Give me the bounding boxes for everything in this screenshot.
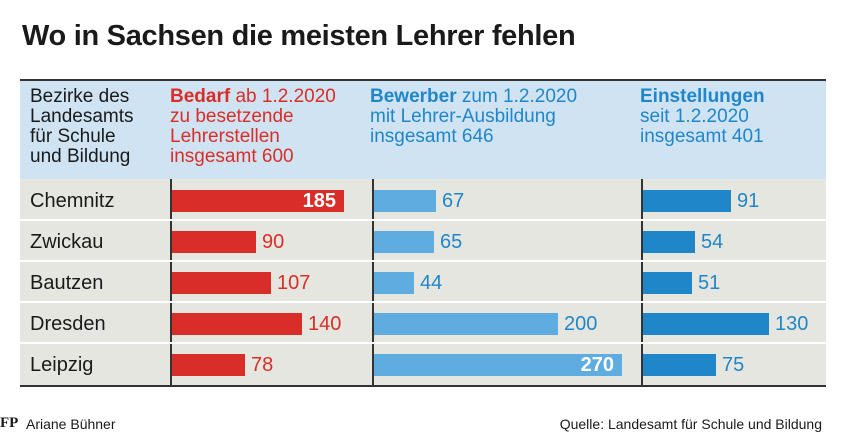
- header-bewerber: Bewerber zum 1.2.2020 mit Lehrer-Ausbild…: [370, 87, 577, 147]
- bewerber-axis: [372, 179, 374, 385]
- header-einstellungen-title: Einstellungen: [640, 86, 765, 107]
- publisher-logo: FP: [0, 415, 19, 431]
- header-region-line: und Bildung: [30, 146, 131, 167]
- einstellungen-bar: [643, 231, 695, 253]
- bedarf-bar: [172, 231, 256, 253]
- bewerber-bar: [374, 231, 434, 253]
- header-bedarf-line: zu besetzende: [170, 106, 294, 127]
- bottom-rule: [20, 385, 826, 387]
- bewerber-value-label: 270: [580, 354, 614, 376]
- top-rule: [20, 79, 826, 81]
- einstellungen-bar: [643, 313, 769, 335]
- header-region-line: Landesamts: [30, 106, 134, 127]
- header-bewerber-line: mit Lehrer-Ausbildung: [370, 106, 556, 127]
- header-bewerber-title: Bewerber: [370, 86, 457, 107]
- bedarf-axis: [170, 179, 172, 385]
- header-einstellungen-line: insgesamt 401: [640, 126, 764, 147]
- source-note: Quelle: Landesamt für Schule und Bildung: [559, 416, 822, 432]
- bedarf-bar: [172, 354, 245, 376]
- einstellungen-value-label: 75: [722, 354, 745, 376]
- header-bedarf-line: Lehrerstellen: [170, 126, 280, 147]
- einstellungen-axis: [641, 179, 643, 385]
- header-bedarf-date: ab 1.2.2020: [230, 86, 336, 107]
- row-divider: [20, 219, 826, 221]
- region-label: Chemnitz: [30, 190, 115, 212]
- bewerber-bar: [374, 190, 436, 212]
- region-label: Dresden: [30, 313, 106, 335]
- bewerber-bar: [374, 313, 558, 335]
- header-bewerber-line: insgesamt 646: [370, 126, 494, 147]
- region-label: Leipzig: [30, 354, 94, 376]
- header-bedarf-line: insgesamt 600: [170, 146, 294, 167]
- einstellungen-bar: [643, 354, 716, 376]
- bedarf-value-label: 90: [262, 231, 285, 253]
- row-divider: [20, 260, 826, 262]
- header-region: Bezirke des Landesamts für Schule und Bi…: [30, 87, 134, 167]
- bewerber-value-label: 67: [442, 190, 465, 212]
- bedarf-bar: [172, 313, 302, 335]
- header-bedarf: Bedarf ab 1.2.2020 zu besetzende Lehrers…: [170, 87, 336, 167]
- row-divider: [20, 342, 826, 344]
- bewerber-value-label: 65: [440, 231, 463, 253]
- header-region-line: für Schule: [30, 126, 116, 147]
- header-einstellungen-line: seit 1.2.2020: [640, 106, 749, 127]
- header-einstellungen: Einstellungen seit 1.2.2020 insgesamt 40…: [640, 87, 765, 147]
- bewerber-bar: [374, 272, 414, 294]
- bewerber-bar: [374, 354, 622, 376]
- bedarf-bar: [172, 272, 271, 294]
- bedarf-bar: [172, 190, 344, 212]
- bedarf-value-label: 78: [251, 354, 274, 376]
- table-header: Bezirke des Landesamts für Schule und Bi…: [20, 81, 826, 179]
- bedarf-value-label: 140: [308, 313, 342, 335]
- header-region-line: Bezirke des: [30, 86, 130, 107]
- bewerber-value-label: 44: [420, 272, 443, 294]
- einstellungen-value-label: 91: [737, 190, 760, 212]
- region-label: Zwickau: [30, 231, 104, 253]
- einstellungen-value-label: 54: [701, 231, 724, 253]
- row-divider: [20, 301, 826, 303]
- chart-title: Wo in Sachsen die meisten Lehrer fehlen: [22, 20, 576, 52]
- author-credit: Ariane Bühner: [26, 416, 116, 432]
- einstellungen-value-label: 130: [775, 313, 809, 335]
- einstellungen-bar: [643, 272, 692, 294]
- bewerber-value-label: 200: [564, 313, 598, 335]
- bedarf-value-label: 185: [302, 190, 336, 212]
- einstellungen-bar: [643, 190, 731, 212]
- header-bedarf-title: Bedarf: [170, 86, 231, 107]
- einstellungen-value-label: 51: [698, 272, 721, 294]
- bedarf-value-label: 107: [277, 272, 311, 294]
- header-bewerber-date: zum 1.2.2020: [456, 86, 578, 107]
- region-label: Bautzen: [30, 272, 104, 294]
